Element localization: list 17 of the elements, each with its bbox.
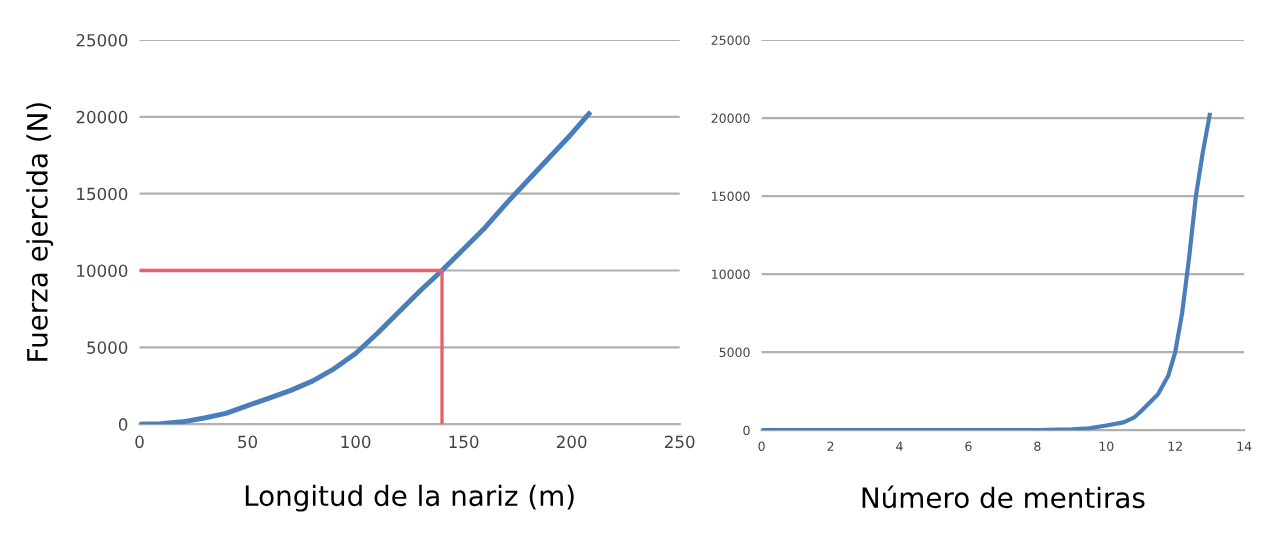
y-tick-label: 10000 xyxy=(77,264,128,278)
line-series xyxy=(139,111,592,425)
y-tick-label: 5000 xyxy=(87,341,128,354)
y-tick-label: 0 xyxy=(118,418,128,431)
x-tick-label: 150 xyxy=(449,435,479,449)
x-axis-title: Longitud de la nariz (m) xyxy=(245,484,574,512)
x-tick-label: 100 xyxy=(341,435,371,449)
x-tick-label: 250 xyxy=(665,435,695,449)
y-tick-label: 25000 xyxy=(76,33,128,47)
x-tick-label: 200 xyxy=(556,435,587,449)
x-tick-label: 50 xyxy=(238,435,258,449)
y-tick-label: 15000 xyxy=(77,187,128,201)
y-tick-label: 20000 xyxy=(76,110,128,124)
line-series xyxy=(761,112,1212,431)
x-tick-label: 0 xyxy=(135,435,144,449)
x-axis-title: Número de mentiras xyxy=(862,485,1145,509)
y-axis-title: Fuerza ejercida (N) xyxy=(26,103,54,361)
